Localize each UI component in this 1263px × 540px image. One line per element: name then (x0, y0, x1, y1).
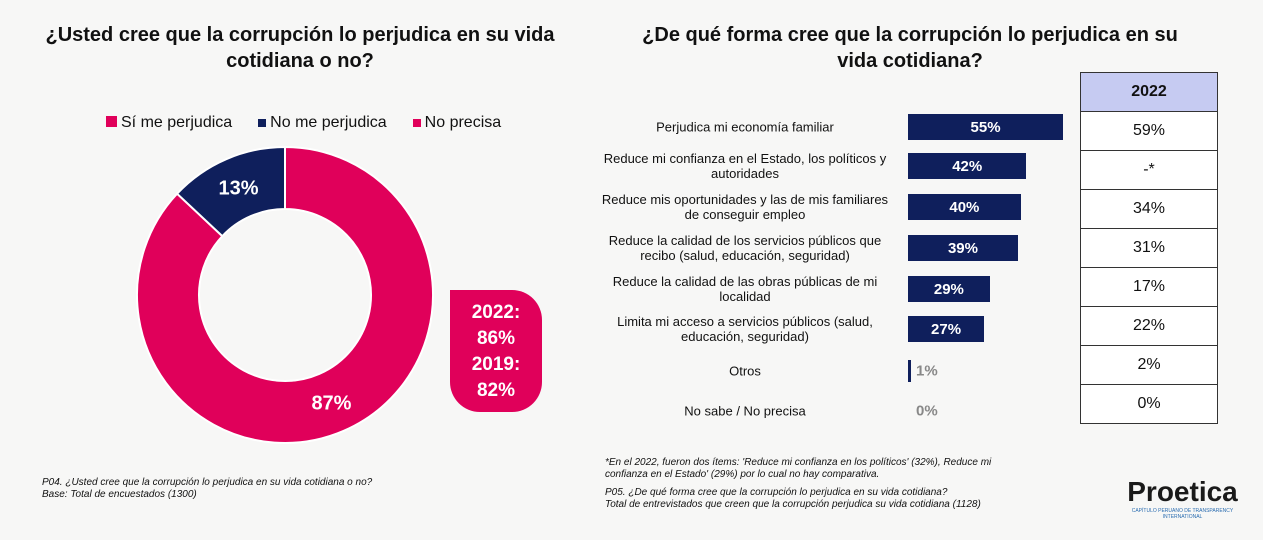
table-cell: 0% (1080, 384, 1218, 424)
base-note: Base: Total de encuestados (1300) (42, 489, 197, 500)
legend-item: Sí me perjudica (106, 114, 232, 132)
table-row: 0% (1080, 384, 1218, 424)
bar: 40% (908, 194, 1021, 220)
legend-label: No precisa (424, 114, 502, 131)
donut-slice (175, 145, 286, 238)
bar-category-label: Limita mi acceso a servicios públicos (s… (617, 314, 873, 344)
callout-year: 2022: (471, 302, 521, 323)
bar-category-label: Reduce la calidad de los servicios públi… (608, 233, 882, 263)
question-note: P04. ¿Usted cree que la corrupción lo pe… (42, 477, 373, 488)
comparison-callout: 2022: 86% 2019: 82% (450, 290, 542, 412)
table-cell: 17% (1080, 267, 1218, 307)
table-cell: -* (1080, 150, 1218, 190)
slice-label: 87% (311, 392, 351, 414)
table-row: 34% (1080, 189, 1218, 229)
table-header: 2022 (1080, 72, 1218, 112)
legend-label: Sí me perjudica (121, 114, 233, 131)
bar-category-label: Reduce la calidad de las obras públicas … (612, 274, 878, 304)
callout-year: 2019: (471, 354, 521, 375)
table-row: 17% (1080, 267, 1218, 307)
bar-category-label: Reduce mi confianza en el Estado, los po… (603, 151, 887, 181)
bar (908, 360, 911, 382)
legend-swatch (106, 116, 117, 127)
logo-text: Proetica (1127, 476, 1238, 507)
table-row: -* (1080, 150, 1218, 190)
logo-subtitle: CAPÍTULO PERUANO DE TRANSPARENCY INTERNA… (1131, 508, 1234, 520)
donut-slice (136, 145, 434, 444)
table-row: 31% (1080, 228, 1218, 268)
table-cell: 22% (1080, 306, 1218, 346)
left-note: P04. ¿Usted cree que la corrupción lo pe… (42, 477, 372, 501)
table-cell: 59% (1080, 111, 1218, 151)
legend-item: No precisa (412, 114, 502, 132)
table-cell: 34% (1080, 189, 1218, 229)
footnote: *En el 2022, fueron dos ítems: 'Reduce m… (605, 457, 992, 480)
bar: 27% (908, 316, 985, 342)
legend-label: No me perjudica (270, 114, 387, 131)
bar-value-label: 1% (916, 362, 938, 380)
callout-value: 82% (476, 380, 516, 401)
table-row: 2% (1080, 345, 1218, 385)
left-title: ¿Usted cree que la corrupción lo perjudi… (45, 24, 555, 72)
slice-label: 13% (219, 178, 259, 200)
legend-swatch (258, 119, 267, 127)
bar-category-label: No sabe / No precisa (684, 403, 806, 419)
table-row: 22% (1080, 306, 1218, 346)
right-notes: *En el 2022, fueron dos ítems: 'Reduce m… (605, 457, 1025, 511)
legend-item: No me perjudica (258, 114, 387, 132)
bar-category-label: Reduce mis oportunidades y las de mis fa… (601, 192, 889, 222)
legend: Sí me perjudica No me perjudica No preci… (106, 114, 501, 132)
right-title: ¿De qué forma cree que la corrupción lo … (642, 24, 1178, 72)
proetica-logo: Proetica CAPÍTULO PERUANO DE TRANSPARENC… (1125, 476, 1240, 520)
comparison-table: 2022 59% -* 34% 31% 17% 22% 2% 0% (1080, 72, 1218, 424)
bar: 39% (908, 235, 1018, 261)
base-note: Total de entrevistados que creen que la … (605, 499, 981, 510)
bar-value-label: 0% (916, 402, 938, 420)
table-cell: 2% (1080, 345, 1218, 385)
question-note: P05. ¿De qué forma cree que la corrupció… (605, 487, 948, 498)
table-cell: 31% (1080, 228, 1218, 268)
donut-chart: 87% 13% (136, 145, 434, 444)
bar: 55% (908, 114, 1064, 140)
bar: 42% (908, 153, 1027, 179)
bar-category-label: Otros (729, 363, 761, 379)
bar: 29% (908, 276, 990, 302)
legend-swatch (412, 119, 421, 127)
bar-category-label: Perjudica mi economía familiar (656, 119, 834, 135)
callout-value: 86% (476, 328, 516, 349)
table-row: 59% (1080, 111, 1218, 151)
